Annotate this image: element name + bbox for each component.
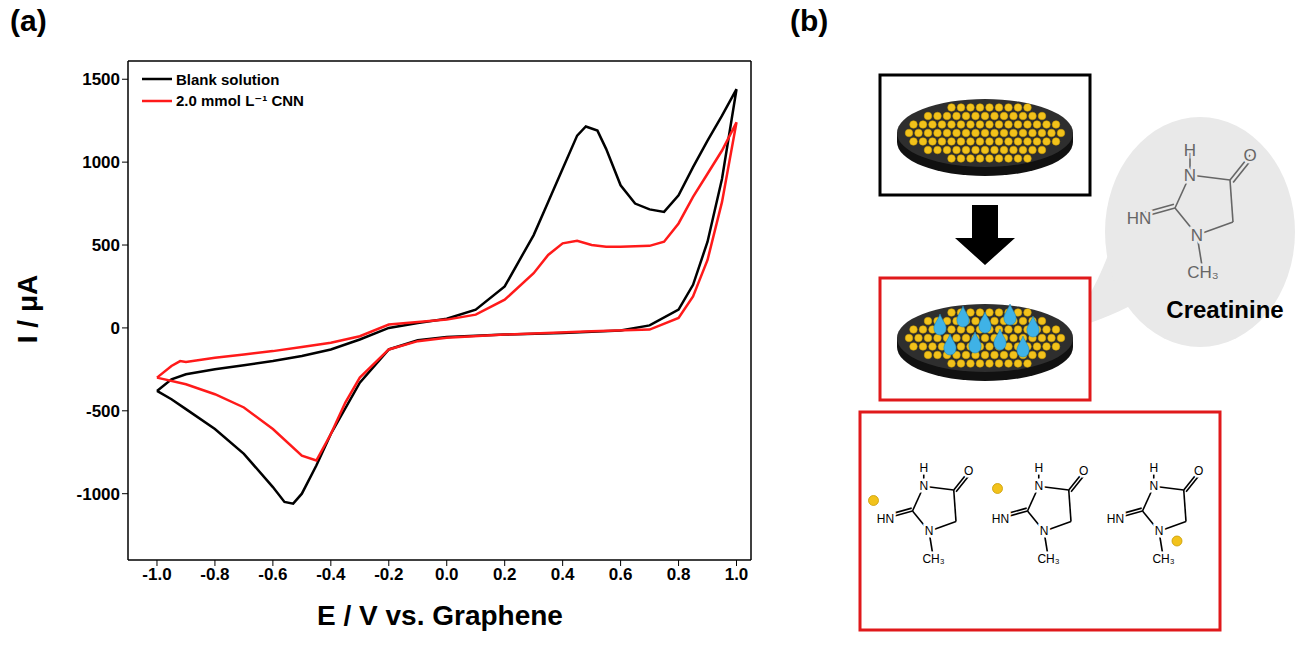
svg-text:0.8: 0.8: [667, 565, 691, 584]
svg-text:HN: HN: [1127, 209, 1152, 228]
svg-text:O: O: [1194, 464, 1203, 478]
svg-text:1500: 1500: [82, 70, 120, 89]
svg-text:-0.4: -0.4: [316, 565, 346, 584]
svg-text:-0.2: -0.2: [374, 565, 403, 584]
svg-text:-0.8: -0.8: [200, 565, 229, 584]
svg-text:N: N: [1149, 479, 1158, 493]
svg-text:N: N: [919, 479, 928, 493]
svg-text:N: N: [1155, 524, 1164, 538]
svg-text:0.6: 0.6: [609, 565, 633, 584]
svg-text:HN: HN: [1107, 512, 1124, 526]
svg-text:H: H: [919, 461, 928, 475]
svg-text:N: N: [925, 524, 934, 538]
svg-text:0.2: 0.2: [493, 565, 517, 584]
svg-text:-500: -500: [86, 402, 120, 421]
svg-text:-1000: -1000: [77, 485, 120, 504]
svg-text:HN: HN: [992, 512, 1009, 526]
svg-text:-1.0: -1.0: [142, 565, 171, 584]
html-text:2.0 mmol L⁻¹ CNN: 2.0 mmol L⁻¹ CNN: [176, 92, 304, 109]
svg-text:H: H: [1034, 461, 1043, 475]
svg-text:1.0: 1.0: [725, 565, 749, 584]
svg-text:0.4: 0.4: [551, 565, 575, 584]
svg-text:N: N: [1040, 524, 1049, 538]
svg-text:O: O: [1079, 464, 1088, 478]
svg-text:500: 500: [92, 236, 120, 255]
svg-text:1000: 1000: [82, 153, 120, 172]
svg-text:N: N: [1191, 226, 1203, 245]
svg-text:-0.6: -0.6: [258, 565, 287, 584]
svg-text:CH₃: CH₃: [1187, 263, 1218, 282]
html-text:(b): (b): [790, 4, 829, 37]
html-text:(a): (a): [10, 4, 47, 37]
html-text:I / μA: I / μA: [12, 274, 43, 344]
svg-text:H: H: [1149, 461, 1158, 475]
svg-text:O: O: [1243, 146, 1256, 165]
svg-text:CH₃: CH₃: [1152, 552, 1174, 566]
svg-text:CH₃: CH₃: [922, 552, 944, 566]
svg-text:CH₃: CH₃: [1037, 552, 1059, 566]
svg-text:0: 0: [111, 319, 120, 338]
html-text:E / V vs. Graphene: E / V vs. Graphene: [317, 600, 563, 631]
svg-text:Creatinine: Creatinine: [1166, 296, 1283, 323]
html-text:Blank solution: Blank solution: [176, 70, 280, 88]
svg-text:O: O: [964, 464, 973, 478]
svg-text:N: N: [1034, 479, 1043, 493]
svg-text:N: N: [1184, 166, 1196, 185]
svg-text:HN: HN: [877, 512, 894, 526]
svg-text:H: H: [1184, 141, 1196, 160]
svg-text:0.0: 0.0: [435, 565, 459, 584]
